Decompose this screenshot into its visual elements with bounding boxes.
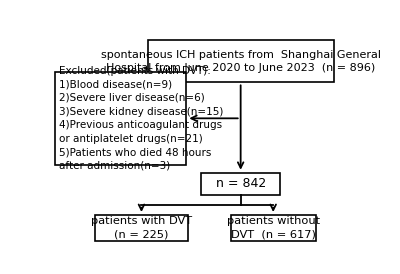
Text: patients with DVT
(n = 225): patients with DVT (n = 225) [91,216,192,240]
Text: patients without
DVT  (n = 617): patients without DVT (n = 617) [227,216,320,240]
Text: n = 842: n = 842 [216,177,266,190]
FancyBboxPatch shape [230,215,316,241]
FancyBboxPatch shape [95,215,188,241]
Text: spontaneous ICH patients from  Shanghai General
Hospital from June 2020 to June : spontaneous ICH patients from Shanghai G… [101,50,381,73]
FancyBboxPatch shape [55,72,186,165]
FancyBboxPatch shape [201,173,280,195]
Text: Excluded(patients with DVT):
1)Blood disease(n=9)
2)Severe liver disease(n=6)
3): Excluded(patients with DVT): 1)Blood dis… [59,66,224,171]
FancyBboxPatch shape [148,40,334,82]
